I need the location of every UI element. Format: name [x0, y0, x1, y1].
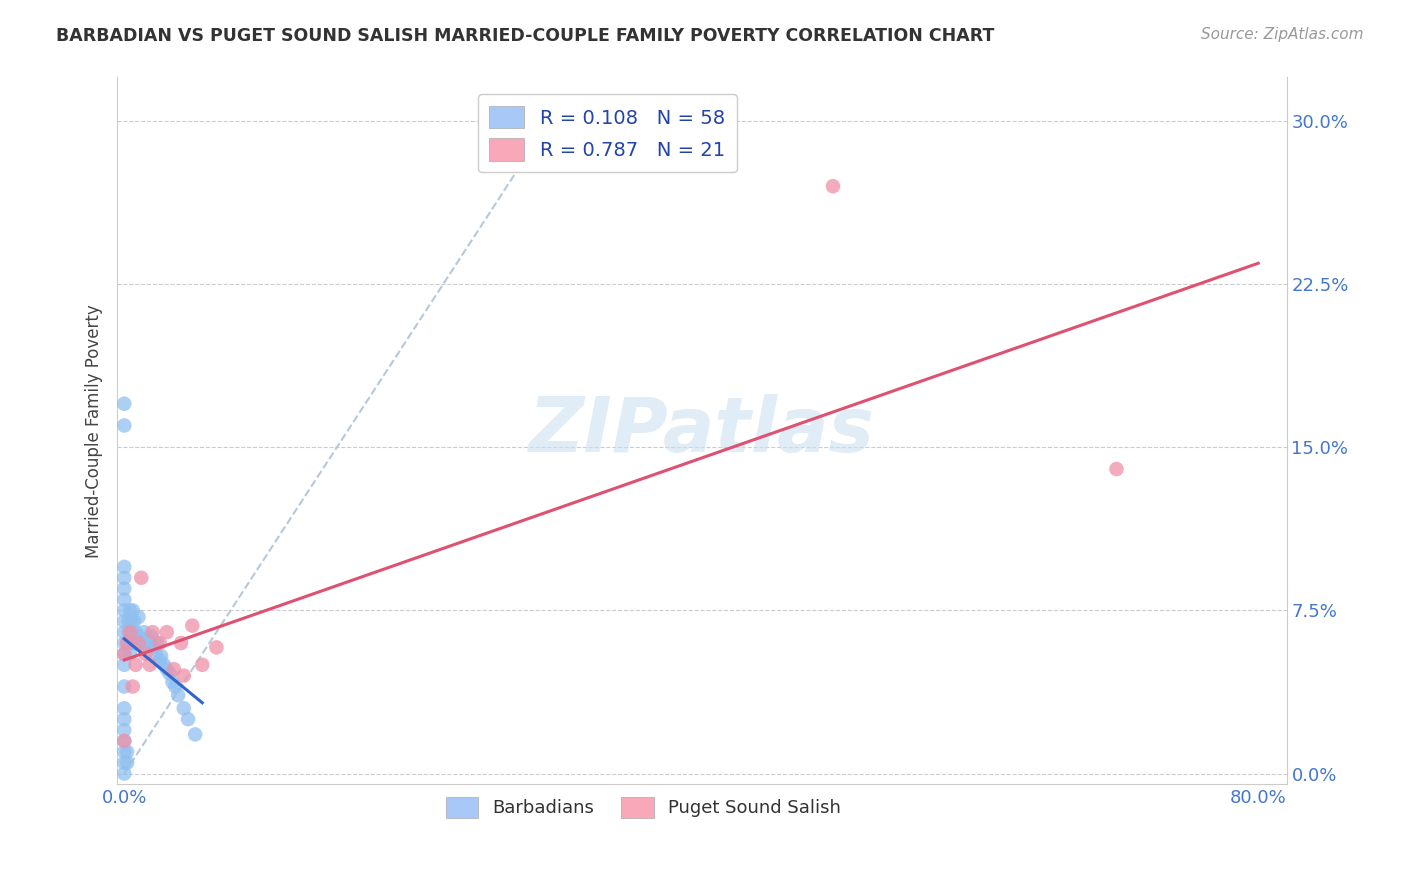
Point: [139, 636, 162, 650]
Point: [191, 657, 214, 672]
Point: [112, 625, 135, 640]
Point: [150, 649, 173, 664]
Point: [127, 636, 149, 650]
Point: [165, 680, 187, 694]
Point: [139, 657, 162, 672]
Point: [156, 625, 179, 640]
Legend: Barbadians, Puget Sound Salish: Barbadians, Puget Sound Salish: [439, 789, 848, 825]
Point: [125, 636, 148, 650]
Point: [118, 625, 141, 640]
Point: [156, 662, 179, 676]
Point: [112, 734, 135, 748]
Point: [112, 418, 135, 433]
Point: [115, 756, 138, 770]
Point: [173, 701, 195, 715]
Text: BARBADIAN VS PUGET SOUND SALISH MARRIED-COUPLE FAMILY POVERTY CORRELATION CHART: BARBADIAN VS PUGET SOUND SALISH MARRIED-…: [56, 27, 994, 45]
Point: [135, 647, 157, 661]
Point: [135, 640, 157, 655]
Point: [142, 640, 165, 655]
Point: [112, 647, 135, 661]
Point: [112, 592, 135, 607]
Point: [142, 625, 165, 640]
Point: [115, 636, 138, 650]
Point: [112, 756, 135, 770]
Point: [159, 666, 181, 681]
Point: [112, 723, 135, 737]
Point: [162, 675, 184, 690]
Point: [112, 745, 135, 759]
Text: Source: ZipAtlas.com: Source: ZipAtlas.com: [1201, 27, 1364, 42]
Point: [134, 625, 156, 640]
Point: [146, 636, 169, 650]
Point: [177, 712, 200, 726]
Point: [112, 397, 135, 411]
Point: [115, 636, 138, 650]
Point: [115, 745, 138, 759]
Point: [1105, 462, 1128, 476]
Point: [149, 636, 172, 650]
Point: [181, 618, 204, 632]
Point: [821, 179, 844, 194]
Point: [112, 701, 135, 715]
Point: [124, 625, 146, 640]
Point: [129, 571, 152, 585]
Point: [145, 647, 167, 661]
Point: [112, 734, 135, 748]
Point: [112, 647, 135, 661]
Point: [112, 560, 135, 574]
Point: [112, 680, 135, 694]
Point: [112, 657, 135, 672]
Point: [112, 603, 135, 617]
Point: [112, 571, 135, 585]
Point: [112, 614, 135, 628]
Point: [112, 766, 135, 780]
Point: [121, 625, 143, 640]
Text: ZIPatlas: ZIPatlas: [529, 394, 875, 468]
Point: [118, 647, 141, 661]
Point: [167, 688, 190, 702]
Point: [153, 657, 176, 672]
Point: [117, 625, 139, 640]
Point: [112, 712, 135, 726]
Point: [121, 680, 143, 694]
Point: [120, 614, 142, 628]
Point: [117, 614, 139, 628]
Point: [118, 603, 141, 617]
Point: [127, 630, 149, 644]
Point: [136, 632, 159, 646]
Point: [129, 636, 152, 650]
Point: [124, 657, 146, 672]
Point: [122, 614, 145, 628]
Point: [112, 636, 135, 650]
Point: [121, 603, 143, 617]
Point: [120, 636, 142, 650]
Point: [170, 636, 193, 650]
Point: [131, 632, 153, 646]
Point: [173, 668, 195, 682]
Point: [205, 640, 228, 655]
Point: [149, 653, 172, 667]
Y-axis label: Married-Couple Family Poverty: Married-Couple Family Poverty: [86, 304, 103, 558]
Point: [112, 582, 135, 596]
Point: [127, 610, 149, 624]
Point: [184, 727, 207, 741]
Point: [122, 636, 145, 650]
Point: [163, 662, 186, 676]
Point: [141, 630, 163, 644]
